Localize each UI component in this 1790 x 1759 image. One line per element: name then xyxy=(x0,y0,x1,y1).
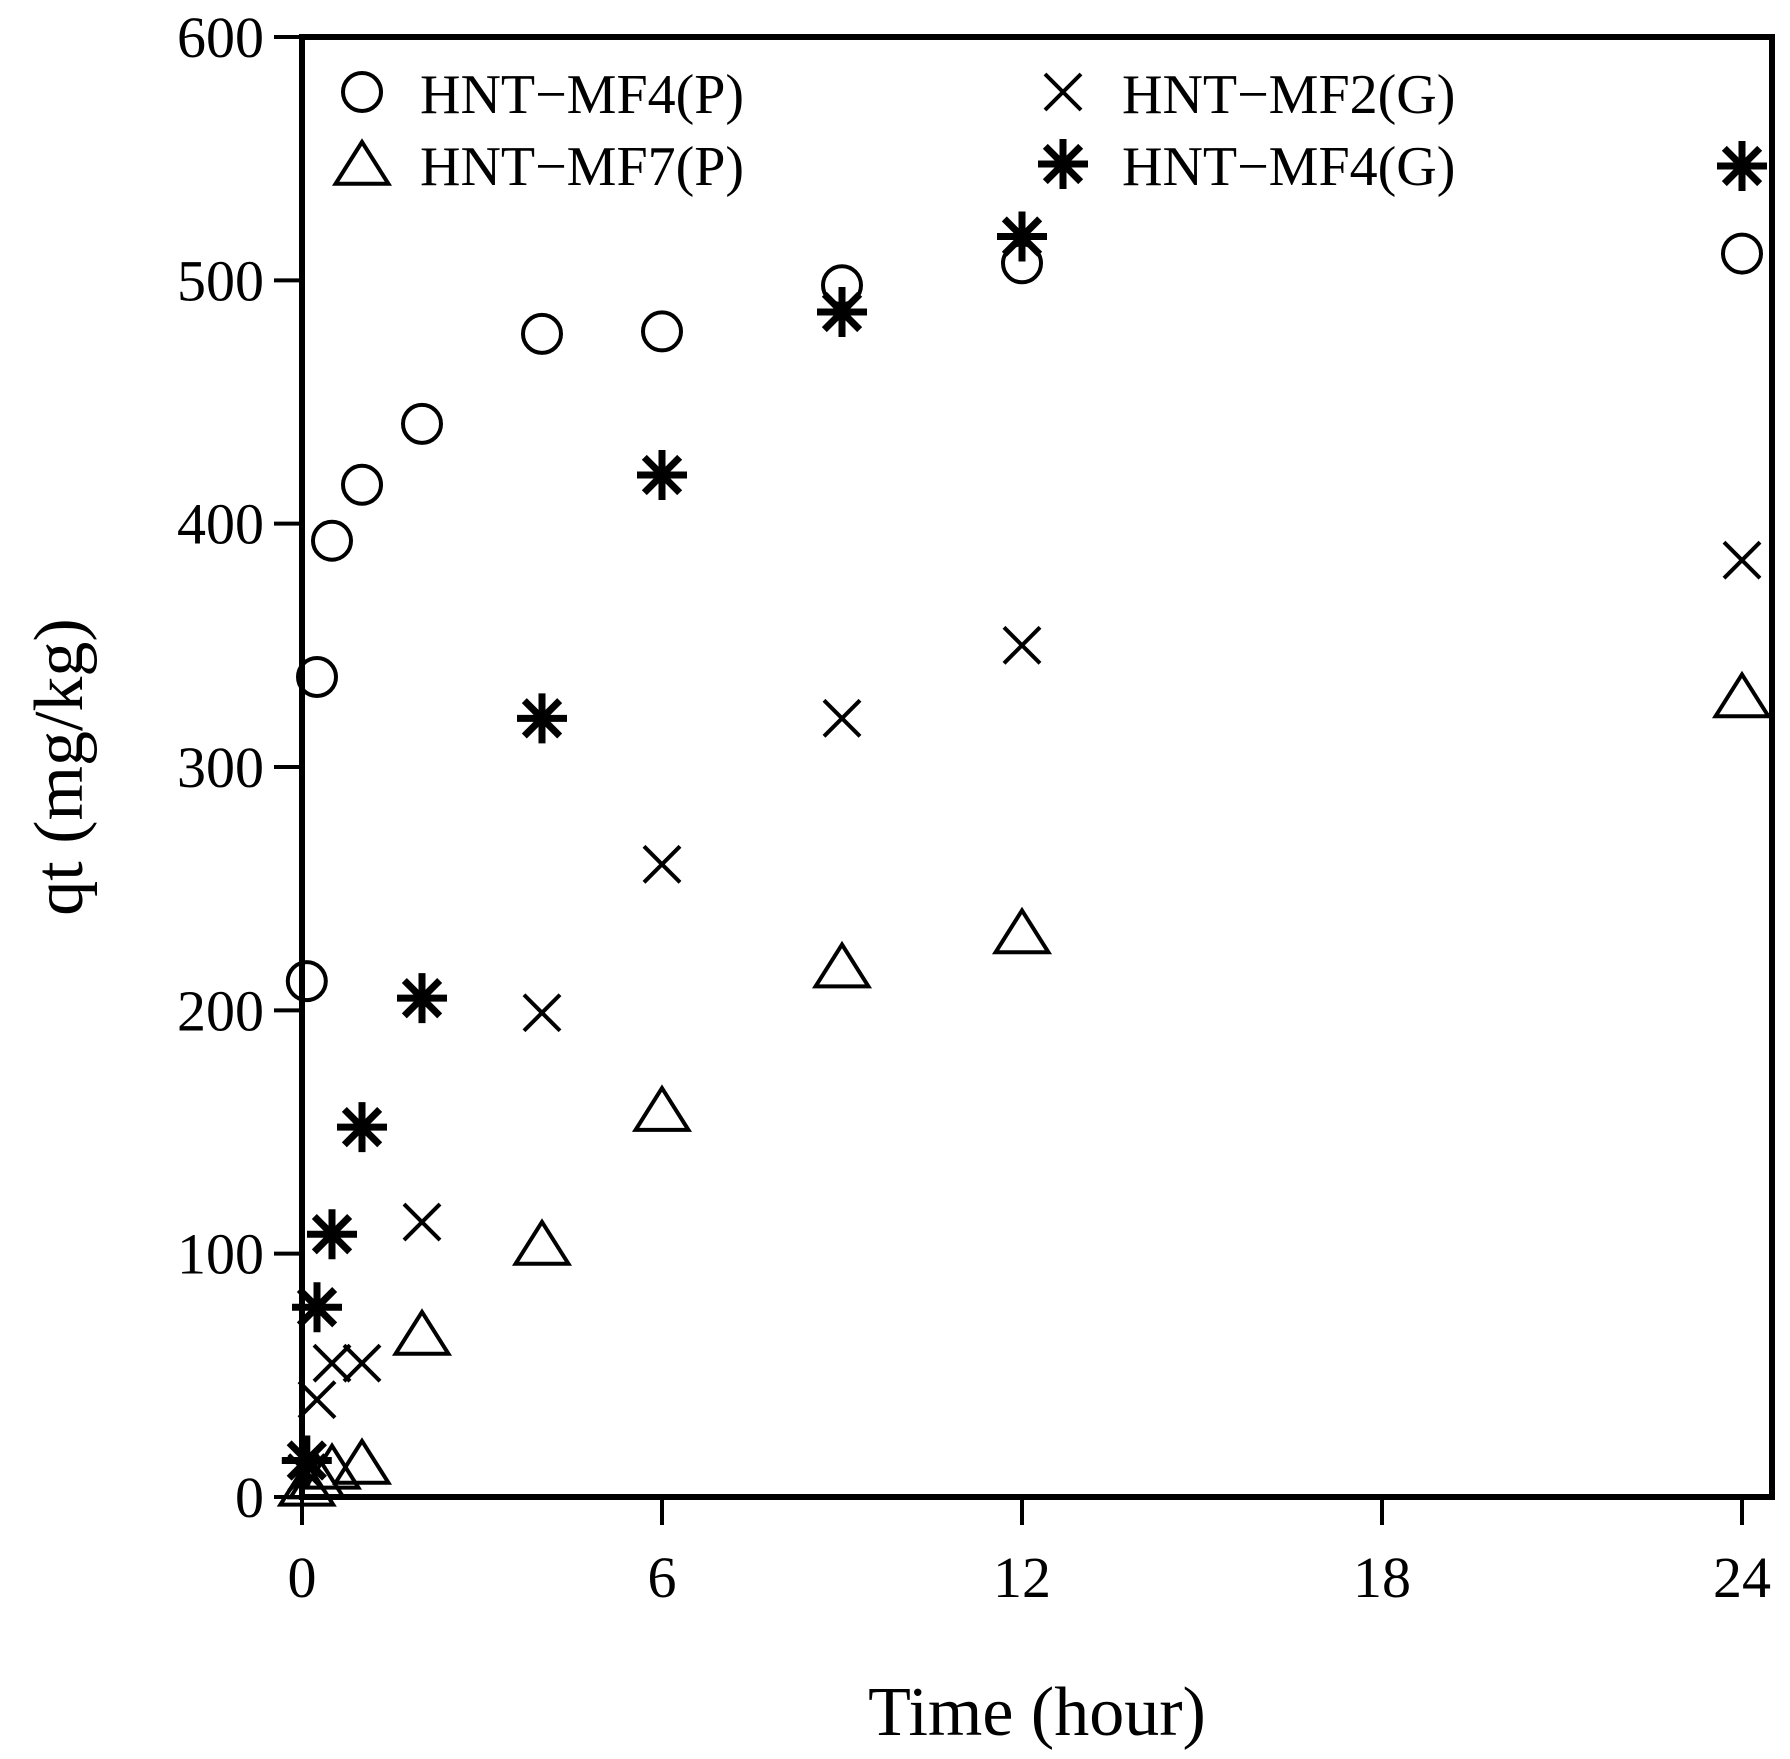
legend: HNT−MF4(P) HNT−MF7(P) HNT−MF2(G) HNT−MF4(G) xyxy=(331,64,1455,198)
data-point xyxy=(311,519,353,562)
data-points xyxy=(276,140,1773,1507)
data-point xyxy=(997,211,1047,262)
series-triangle xyxy=(276,670,1773,1507)
data-point xyxy=(631,1084,693,1132)
data-point xyxy=(397,973,447,1024)
legend-label: HNT−MF7(P) xyxy=(420,136,744,198)
legend-marker xyxy=(1038,139,1088,189)
data-point xyxy=(285,960,328,1003)
data-point xyxy=(521,312,563,355)
data-point xyxy=(511,1218,573,1266)
data-point xyxy=(297,1380,337,1420)
data-point xyxy=(1002,625,1042,665)
data-point xyxy=(281,1435,332,1486)
series-asterisk xyxy=(281,140,1767,1486)
data-point xyxy=(307,1209,357,1260)
data-point xyxy=(822,698,862,738)
y-tick-label: 500 xyxy=(177,248,264,313)
data-point xyxy=(642,844,682,884)
y-tick-label: 100 xyxy=(177,1222,264,1287)
plot-frame xyxy=(299,34,1775,1500)
data-point xyxy=(1721,232,1763,275)
data-point xyxy=(331,1437,393,1485)
x-tick-label: 12 xyxy=(993,1545,1051,1610)
data-point xyxy=(811,940,873,989)
x-tick-label: 6 xyxy=(648,1545,677,1610)
data-point xyxy=(296,655,338,698)
x-tick-label: 0 xyxy=(288,1545,317,1610)
data-point xyxy=(1717,140,1767,191)
data-point xyxy=(517,693,567,744)
legend-marker xyxy=(341,71,383,113)
data-point xyxy=(342,1343,382,1383)
x-axis-ticks: 0 6 12 18 24 xyxy=(288,1497,1771,1610)
x-tick-label: 18 xyxy=(1353,1545,1411,1610)
data-point xyxy=(637,450,687,500)
x-tick-label: 24 xyxy=(1713,1545,1771,1610)
legend-marker xyxy=(1043,72,1083,112)
data-point xyxy=(401,402,443,445)
y-tick-label: 300 xyxy=(177,735,264,800)
legend-label: HNT−MF4(P) xyxy=(420,64,744,126)
y-axis-ticks: 0 100 200 300 400 500 600 xyxy=(177,5,302,1530)
y-tick-label: 400 xyxy=(177,492,264,557)
series-x xyxy=(287,540,1762,1493)
x-axis-title: Time (hour) xyxy=(868,1674,1206,1751)
data-point xyxy=(337,1102,387,1153)
data-point xyxy=(391,1308,453,1356)
series-circle xyxy=(285,232,1763,1003)
data-point xyxy=(817,286,867,337)
data-point xyxy=(991,906,1053,955)
legend-label: HNT−MF4(G) xyxy=(1122,136,1455,198)
y-tick-label: 200 xyxy=(177,978,264,1043)
data-point xyxy=(312,1343,352,1383)
data-point xyxy=(292,1282,342,1333)
legend-label: HNT−MF2(G) xyxy=(1122,64,1455,126)
data-point xyxy=(402,1202,442,1242)
data-point xyxy=(641,310,683,353)
y-tick-label: 600 xyxy=(177,5,264,70)
legend-marker xyxy=(331,138,393,186)
data-point xyxy=(341,463,383,506)
data-point xyxy=(1722,540,1762,580)
data-point xyxy=(1711,670,1773,719)
y-axis-title: qt (mg/kg) xyxy=(21,618,98,915)
data-point xyxy=(522,993,562,1033)
y-tick-label: 0 xyxy=(235,1465,264,1530)
